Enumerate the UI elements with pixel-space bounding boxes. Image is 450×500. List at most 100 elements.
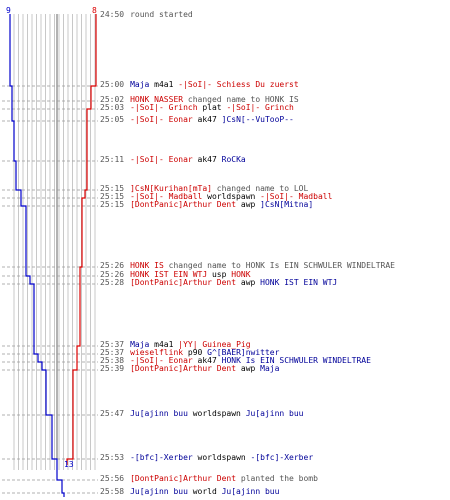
event-row: 25:47 Ju[ajinn buu worldspawn Ju[ajinn bu… — [100, 409, 303, 418]
event-row: 25:38 -|SoI|- Eonar ak47 HONK Is EIN SCHW… — [100, 356, 371, 365]
event-time: 25:05 — [100, 115, 125, 124]
event-text: planted the bomb — [236, 474, 318, 483]
event-time: 25:39 — [100, 364, 125, 373]
event-text: ak47 — [192, 356, 222, 365]
event-row: 25:02 HONK NASSER changed name to HONK IS — [100, 95, 299, 104]
event-text: [DontPanic]Arthur Dent — [130, 474, 237, 483]
event-text: [DontPanic]Arthur Dent — [130, 200, 237, 209]
event-time: 25:15 — [100, 192, 125, 201]
event-text: G^[BAER]nwitter — [207, 348, 280, 357]
event-row: 25:03 -|SoI|- Grinch plat -|SoI|- Grinch — [100, 103, 294, 112]
event-text: -|SoI|- Eonar — [130, 115, 193, 124]
event-text: p90 — [183, 348, 208, 357]
red-team-start-count: 8 — [92, 6, 97, 15]
event-text: plat — [197, 103, 227, 112]
event-text: HONK NASSER — [130, 95, 184, 104]
event-text: HONK IST EIN WTJ — [260, 278, 338, 287]
event-text: awp — [236, 364, 261, 373]
event-row: 25:05 -|SoI|- Eonar ak47 ]CsN[--VuTooP-- — [100, 115, 294, 124]
event-row: 25:58 Ju[ajinn buu world Ju[ajinn buu — [100, 487, 279, 496]
event-text: worldspawn — [187, 409, 246, 418]
event-time: 25:03 — [100, 103, 125, 112]
event-text: Ju[ajinn buu — [221, 487, 280, 496]
event-text: Maja — [260, 364, 280, 373]
event-time: 25:37 — [100, 340, 125, 349]
event-text: HONK IST EIN WTJ — [130, 270, 208, 279]
blue-team-start-count: 9 — [6, 6, 11, 15]
event-text: awp — [236, 200, 261, 209]
event-text: [DontPanic]Arthur Dent — [130, 364, 237, 373]
event-text: worldspawn — [202, 192, 261, 201]
event-time: 25:58 — [100, 487, 125, 496]
event-time: 25:00 — [100, 80, 125, 89]
event-row: 25:56 [DontPanic]Arthur Dent planted the … — [100, 474, 318, 483]
event-text: worldspawn — [192, 453, 251, 462]
event-text: -|SoI|- Schiess Du zuerst — [178, 80, 299, 89]
event-row: 25:28 [DontPanic]Arthur Dent awp HONK IST… — [100, 278, 337, 287]
event-text: ak47 — [192, 155, 222, 164]
event-text: changed name to HONK Is EIN SCHWULER WIN… — [163, 261, 395, 270]
event-row: 25:15 ]CsN[Kurihan[mTa] changed name to L… — [100, 184, 308, 193]
event-row: 25:15 [DontPanic]Arthur Dent awp ]CsN[Mit… — [100, 200, 313, 209]
event-text: |YY| Guinea_Pig — [178, 340, 251, 349]
event-time: 24:50 — [100, 10, 125, 19]
event-time: 25:53 — [100, 453, 125, 462]
event-text: ak47 — [192, 115, 222, 124]
event-time: 25:02 — [100, 95, 125, 104]
event-row: 25:26 HONK IS changed name to HONK Is EIN… — [100, 261, 395, 270]
event-text: ]CsN[--VuTooP-- — [221, 115, 294, 124]
event-time: 25:15 — [100, 184, 125, 193]
event-text: RoCKa — [221, 155, 246, 164]
event-text: [DontPanic]Arthur Dent — [130, 278, 237, 287]
event-row: 25:00 Maja m4a1 -|SoI|- Schiess Du zuerst — [100, 80, 299, 89]
event-text: HONK Is EIN SCHWULER WINDELTRAE — [221, 356, 371, 365]
event-text: HONK IS — [130, 261, 164, 270]
event-text: -[bfc]-Xerber — [250, 453, 314, 462]
event-text: m4a1 — [149, 80, 179, 89]
blue-team-end-count: 13 — [64, 460, 74, 469]
event-time: 25:28 — [100, 278, 125, 287]
event-text: usp — [207, 270, 232, 279]
event-text: HONK — [231, 270, 251, 279]
event-text: Maja — [130, 340, 150, 349]
event-text: -|SoI|- Grinch — [130, 103, 198, 112]
event-time: 25:26 — [100, 261, 125, 270]
event-time: 25:38 — [100, 356, 125, 365]
event-row: 25:37 wieselflink p90 G^[BAER]nwitter — [100, 348, 279, 357]
event-text: changed name to HONK IS — [183, 95, 299, 104]
event-row: 24:50 round started — [100, 10, 193, 19]
event-text: m4a1 — [149, 340, 179, 349]
event-text: ]CsN[Kurihan[mTa] — [130, 184, 212, 193]
event-text: -|SoI|- Grinch — [226, 103, 294, 112]
event-text: world — [187, 487, 222, 496]
event-text: Ju[ajinn buu — [130, 409, 188, 418]
event-text: changed name to LOL — [211, 184, 309, 193]
event-time: 25:47 — [100, 409, 125, 418]
event-time: 25:11 — [100, 155, 125, 164]
event-text: Ju[ajinn buu — [130, 487, 188, 496]
event-text: -|SoI|- Eonar — [130, 155, 193, 164]
red-team-line — [66, 14, 97, 465]
event-row: 25:26 HONK IST EIN WTJ usp HONK — [100, 270, 251, 279]
event-time: 25:37 — [100, 348, 125, 357]
event-text: -|SoI|- Madball — [260, 192, 333, 201]
event-text: -[bfc]-Xerber — [130, 453, 193, 462]
event-row: 25:37 Maja m4a1 |YY| Guinea_Pig — [100, 340, 251, 349]
blue-team-line — [9, 14, 65, 497]
event-text: ]CsN[Mitna] — [260, 200, 314, 209]
event-text: awp — [236, 278, 261, 287]
event-text: Ju[ajinn buu — [245, 409, 304, 418]
event-row: 25:15 -|SoI|- Madball worldspawn -|SoI|- … — [100, 192, 332, 201]
event-text: round started — [130, 10, 193, 19]
event-text: -|SoI|- Madball — [130, 192, 203, 201]
event-text: -|SoI|- Eonar — [130, 356, 193, 365]
event-text: Maja — [130, 80, 150, 89]
event-time: 25:56 — [100, 474, 125, 483]
event-row: 25:53 -[bfc]-Xerber worldspawn -[bfc]-Xer… — [100, 453, 313, 462]
event-row: 25:39 [DontPanic]Arthur Dent awp Maja — [100, 364, 279, 373]
event-time: 25:15 — [100, 200, 125, 209]
event-row: 25:11 -|SoI|- Eonar ak47 RoCKa — [100, 155, 246, 164]
event-time: 25:26 — [100, 270, 125, 279]
